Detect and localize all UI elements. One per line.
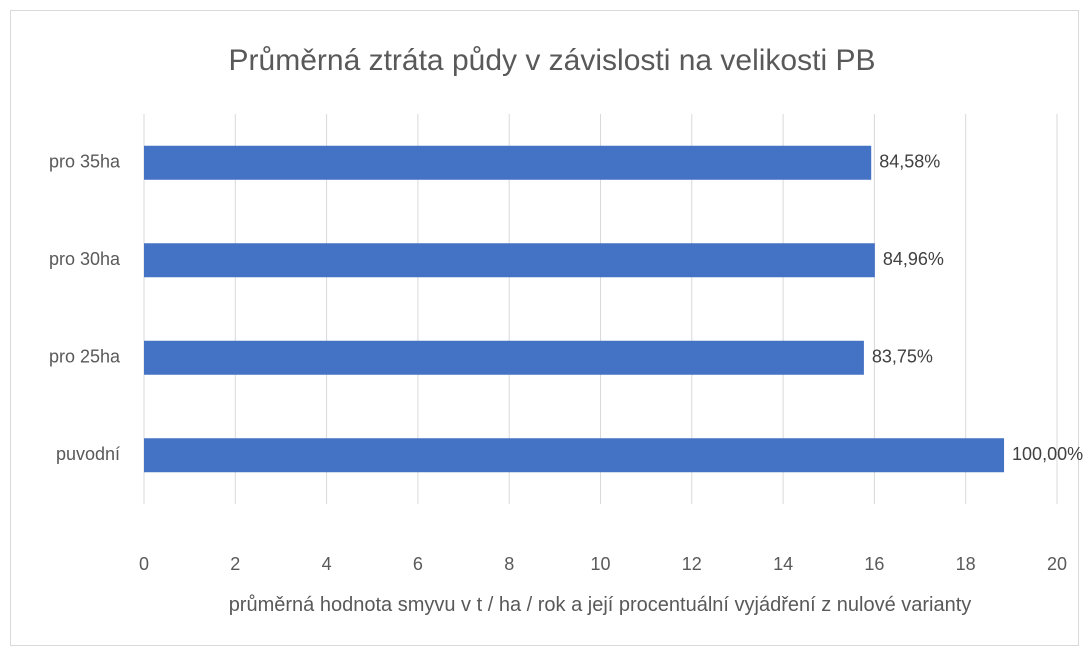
x-tick-label: 12 <box>682 554 702 574</box>
x-tick-label: 0 <box>139 554 149 574</box>
bar <box>144 243 875 278</box>
bar <box>144 145 872 180</box>
y-tick-label: pro 35ha <box>49 152 121 172</box>
y-tick-label: pro 30ha <box>49 249 121 269</box>
x-tick-label: 16 <box>864 554 884 574</box>
x-axis-title: průměrná hodnota smyvu v t / ha / rok a … <box>228 594 972 616</box>
chart-border <box>10 10 1079 646</box>
x-tick-label: 14 <box>773 554 793 574</box>
data-label: 83,75% <box>872 347 933 367</box>
data-label: 100,00% <box>1012 444 1083 464</box>
x-tick-label: 4 <box>322 554 332 574</box>
data-label: 84,58% <box>879 152 940 172</box>
y-tick-label: pro 25ha <box>49 347 121 367</box>
y-tick-label: puvodní <box>56 444 120 464</box>
x-tick-label: 20 <box>1047 554 1067 574</box>
x-tick-label: 18 <box>956 554 976 574</box>
x-tick-label: 10 <box>590 554 610 574</box>
x-tick-label: 2 <box>230 554 240 574</box>
x-tick-label: 8 <box>504 554 514 574</box>
bar <box>144 340 864 375</box>
x-tick-label: 6 <box>413 554 423 574</box>
data-label: 84,96% <box>883 249 944 269</box>
chart-title: Průměrná ztráta půdy v závislosti na vel… <box>229 44 876 77</box>
bar <box>144 438 1005 473</box>
